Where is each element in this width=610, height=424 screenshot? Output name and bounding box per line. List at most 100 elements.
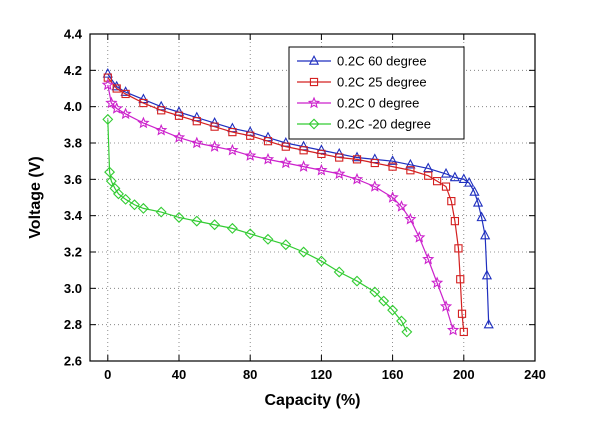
x-tick-label: 160 bbox=[382, 367, 404, 382]
data-point bbox=[404, 212, 417, 225]
plot-frame bbox=[89, 33, 536, 362]
series-line bbox=[107, 73, 490, 325]
data-point bbox=[209, 219, 221, 231]
data-point bbox=[113, 188, 124, 200]
data-point bbox=[447, 197, 456, 206]
data-point bbox=[370, 158, 379, 168]
x-tick-label: 40 bbox=[172, 367, 186, 382]
data-point bbox=[352, 155, 362, 164]
data-point bbox=[422, 252, 435, 265]
series-line bbox=[107, 119, 408, 333]
series-4 bbox=[102, 113, 413, 338]
data-point bbox=[281, 142, 290, 151]
data-point bbox=[350, 172, 364, 185]
data-point bbox=[439, 300, 453, 312]
data-point bbox=[119, 107, 132, 120]
data-point bbox=[174, 111, 184, 120]
data-point bbox=[297, 160, 310, 172]
data-point bbox=[440, 167, 452, 178]
data-point bbox=[469, 186, 480, 196]
x-tick-label: 120 bbox=[311, 367, 333, 382]
data-point bbox=[157, 106, 166, 115]
data-point bbox=[450, 216, 460, 226]
y-tick-label: 4.4 bbox=[64, 27, 83, 42]
y-tick-label: 4.2 bbox=[64, 63, 82, 78]
data-point bbox=[458, 173, 469, 184]
series-2 bbox=[103, 73, 468, 337]
y-tick-label: 2.6 bbox=[64, 354, 82, 369]
legend-marker bbox=[307, 96, 321, 109]
data-point bbox=[279, 156, 292, 169]
data-point bbox=[459, 327, 468, 337]
data-point bbox=[351, 151, 363, 162]
legend-marker bbox=[308, 55, 320, 65]
data-point bbox=[226, 143, 239, 156]
data-point bbox=[262, 233, 274, 245]
data-point bbox=[208, 140, 221, 152]
series-line bbox=[107, 77, 465, 332]
data-point bbox=[102, 113, 114, 125]
data-point bbox=[351, 275, 363, 287]
legend-item: 0.2C 0 degree bbox=[297, 96, 419, 111]
legend-marker bbox=[308, 118, 320, 130]
x-tick-label: 200 bbox=[453, 367, 475, 382]
data-point bbox=[110, 102, 123, 114]
data-point bbox=[406, 166, 415, 175]
data-point bbox=[333, 167, 346, 180]
y-tick-label: 3.8 bbox=[64, 136, 82, 151]
ticks: 0 40 80 120 160 200 240 2.6 2.8 3.0 3.2 3.4 3.6 3.8 4.… bbox=[64, 27, 546, 383]
data-point bbox=[483, 318, 494, 329]
legend-item: 0.2C 60 degree bbox=[297, 54, 427, 69]
legend-label: 0.2C 60 degree bbox=[337, 54, 427, 69]
data-point bbox=[446, 323, 460, 336]
data-point bbox=[317, 149, 326, 159]
data-point bbox=[102, 67, 113, 78]
data-point bbox=[246, 131, 255, 140]
data-point bbox=[137, 116, 150, 129]
legend-label: 0.2C 0 degree bbox=[337, 96, 419, 111]
data-point bbox=[480, 229, 491, 240]
data-point bbox=[191, 215, 203, 227]
y-tick-label: 3.6 bbox=[64, 172, 82, 187]
data-point bbox=[441, 182, 451, 191]
data-point bbox=[210, 122, 219, 131]
data-point bbox=[263, 137, 273, 146]
legend-item: 0.2C -20 degree bbox=[297, 117, 431, 132]
data-point bbox=[261, 152, 275, 165]
y-tick-label: 3.0 bbox=[64, 281, 82, 296]
data-point bbox=[335, 153, 344, 162]
data-point bbox=[298, 246, 310, 258]
data-point bbox=[129, 199, 140, 211]
y-axis-title: Voltage (V) bbox=[27, 156, 44, 238]
legend-marker bbox=[309, 77, 319, 87]
data-point bbox=[424, 171, 433, 180]
data-point bbox=[333, 266, 345, 278]
data-point bbox=[395, 200, 408, 212]
data-point bbox=[172, 131, 186, 143]
y-tick-label: 2.8 bbox=[64, 317, 82, 332]
series-3 bbox=[101, 78, 460, 336]
data-point bbox=[299, 146, 308, 155]
y-tick-label: 4.0 bbox=[64, 99, 82, 114]
data-point bbox=[315, 255, 327, 267]
data-point bbox=[101, 78, 114, 91]
data-point bbox=[387, 155, 398, 165]
data-point bbox=[244, 228, 256, 240]
data-point bbox=[112, 84, 121, 93]
data-point bbox=[155, 123, 168, 136]
series-layer bbox=[101, 67, 494, 338]
data-point bbox=[405, 158, 416, 169]
data-point bbox=[137, 202, 149, 214]
data-point bbox=[481, 269, 493, 280]
data-point bbox=[430, 276, 444, 289]
data-point bbox=[190, 136, 203, 149]
data-point bbox=[192, 117, 201, 126]
data-point bbox=[368, 180, 381, 192]
data-point bbox=[378, 295, 390, 307]
legend-item: 0.2C 25 degree bbox=[297, 75, 427, 90]
data-point bbox=[280, 239, 292, 251]
data-point bbox=[244, 149, 257, 161]
data-point bbox=[388, 162, 397, 171]
data-point bbox=[120, 86, 131, 96]
